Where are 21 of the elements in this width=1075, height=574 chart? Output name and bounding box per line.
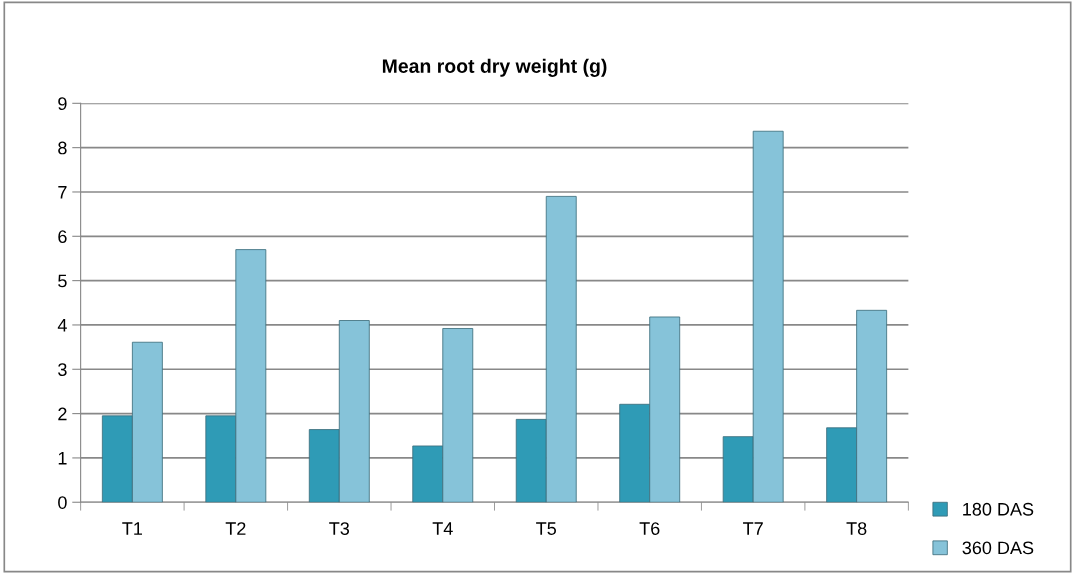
y-tick-label: 6 [58, 230, 67, 244]
legend-label: 180 DAS [963, 502, 1034, 516]
y-tick-label: 4 [57, 319, 67, 332]
x-tick-label: T7 [743, 522, 763, 535]
x-tick-label: T8 [846, 522, 867, 535]
y-tick-label: 8 [58, 141, 67, 155]
legend-label: 360 DAS [962, 541, 1034, 555]
x-tick-label: T4 [432, 522, 453, 535]
y-tick-label: 3 [58, 363, 67, 376]
y-tick-label: 7 [58, 186, 67, 199]
x-tick-label: T3 [329, 522, 350, 535]
y-tick-label: 1 [58, 452, 67, 465]
x-tick-label: T1 [122, 522, 143, 535]
x-tick-label: T6 [639, 522, 660, 535]
x-tick-label: T2 [225, 522, 246, 535]
y-tick-label: 0 [58, 496, 67, 509]
y-tick-label: 5 [58, 274, 67, 288]
chart-title: Mean root dry weight (g) [382, 58, 607, 77]
x-tick-label: T5 [536, 522, 557, 535]
y-tick-label: 9 [58, 97, 67, 111]
y-tick-label: 2 [58, 407, 67, 421]
